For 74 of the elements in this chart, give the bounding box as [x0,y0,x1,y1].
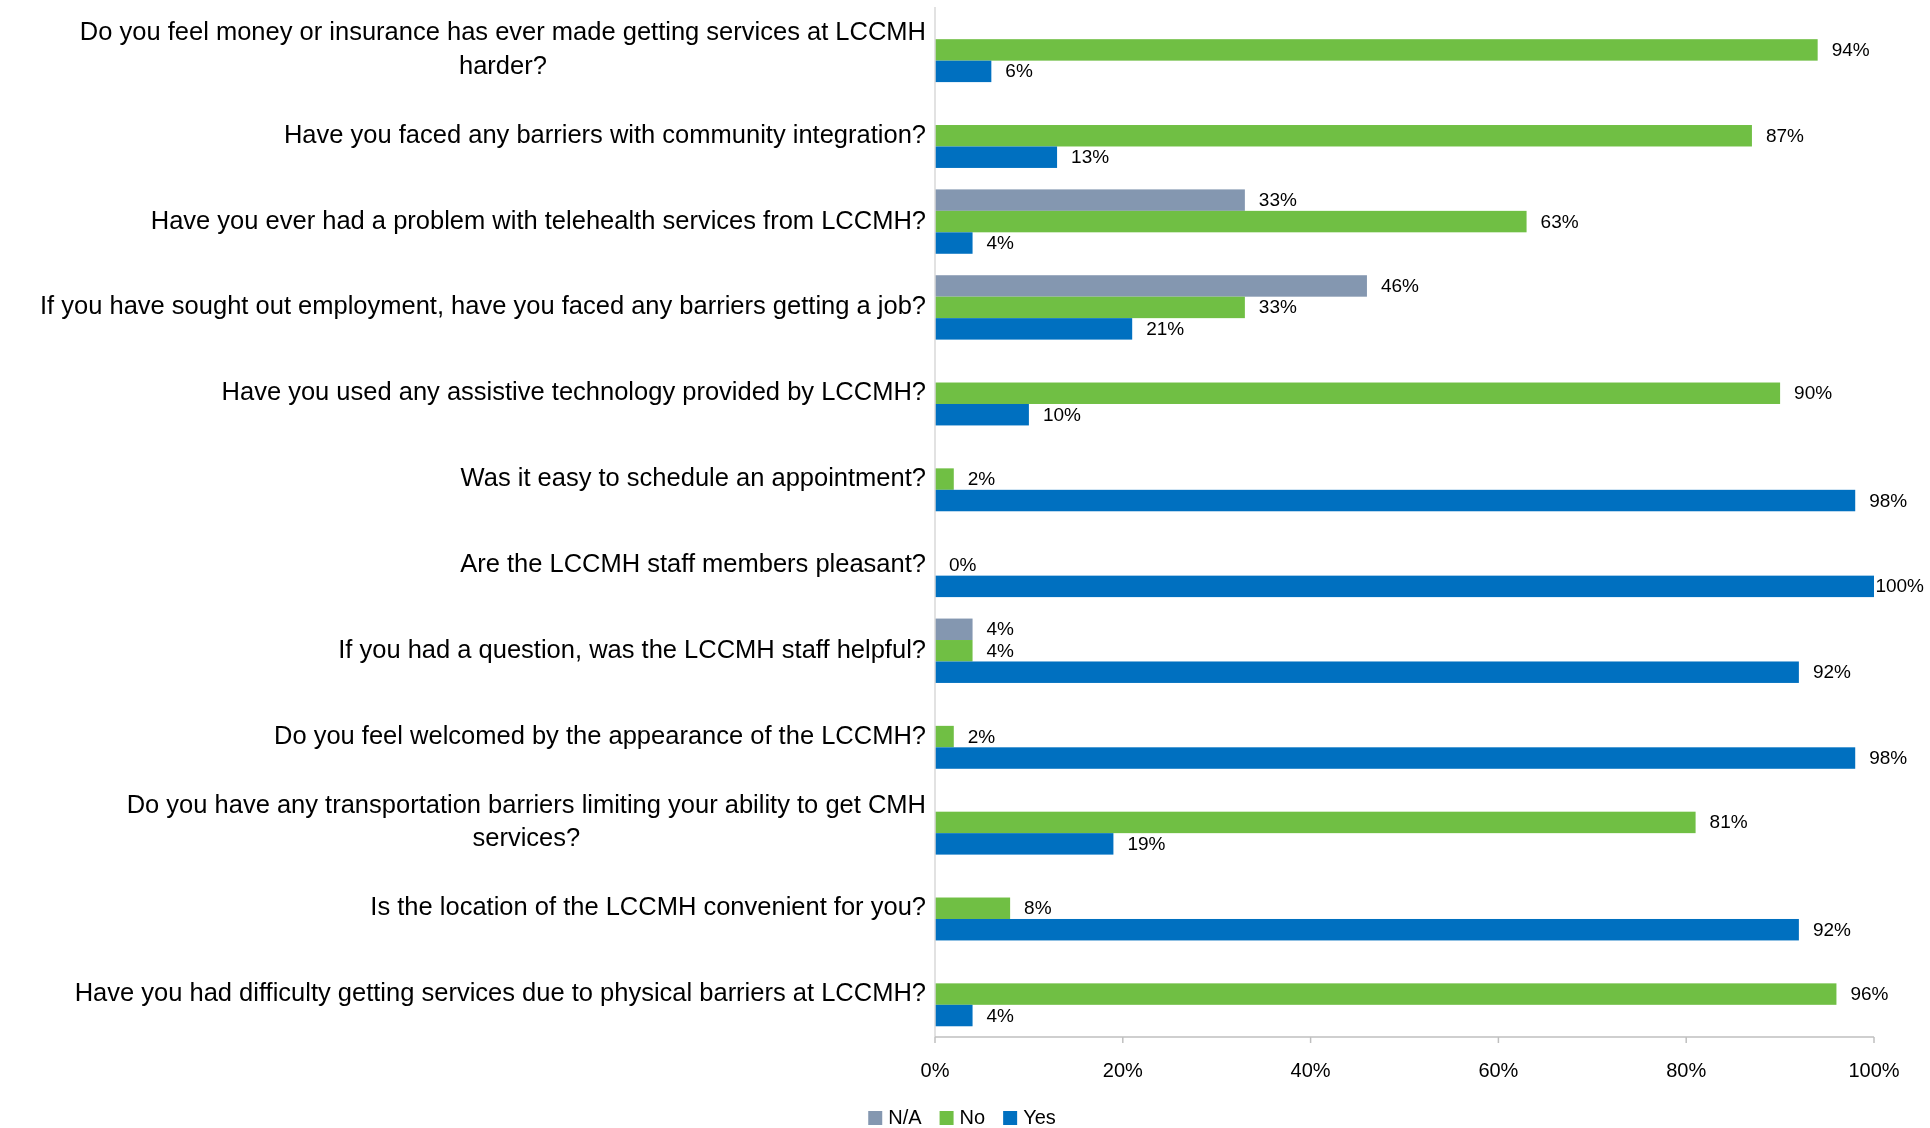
x-tick-label: 80% [1666,1059,1707,1082]
data-label: 94% [1831,38,1870,60]
data-label: 4% [986,232,1015,254]
bar [935,125,1752,147]
bar [935,811,1696,834]
bar [935,575,1874,598]
bar [935,983,1837,1005]
data-label: 46% [1380,274,1420,296]
bar [935,189,1245,211]
bar [935,918,1799,941]
y-tick-label: Do you feel welcomed by the appearance of the LCCMH? [273,720,926,749]
y-tick-label: Have you had difficulty getting services due to physical barriers at LCCMH? [74,977,926,1006]
bar [935,60,992,83]
bar [935,640,973,662]
bar [935,296,1245,319]
y-tick-label: If you had a question, was the LCCMH staff helpful? [338,634,926,663]
bar [935,468,954,490]
bar [935,210,1527,233]
data-label: 98% [1869,489,1908,511]
bar [935,747,1856,769]
data-label: 92% [1812,918,1852,940]
bar [935,618,973,641]
data-label: 33% [1258,189,1297,211]
y-tick-label: Is the location of the LCCMH convenient for you? [370,891,926,920]
data-label: 10% [1042,403,1082,425]
legend-label: Yes [1023,1106,1056,1128]
bar [935,489,1856,512]
data-label: 8% [1024,897,1052,919]
data-label: 63% [1540,210,1579,232]
bar [935,833,1114,855]
x-tick-label: 40% [1290,1059,1331,1082]
data-label: 92% [1812,661,1852,683]
bar [935,661,1799,683]
x-tick-label: 60% [1478,1059,1519,1082]
data-label: 19% [1127,832,1166,854]
bar [935,897,1011,919]
data-label: 21% [1146,317,1185,339]
y-tick-label: Have you used any assistive technology provided by LCCMH? [221,376,926,405]
bar [935,232,973,254]
legend-label: N/A [888,1106,923,1128]
y-tick-label: If you have sought out employment, have you faced any barriers getting a job? [40,291,926,320]
data-label: 4% [986,618,1015,640]
y-tick-label: Are the LCCMH staff members pleasant? [460,548,926,577]
data-label: 100% [1875,575,1925,597]
bar [935,403,1029,426]
bar [935,318,1133,340]
data-label: 96% [1850,983,1889,1005]
bar [935,1004,973,1027]
x-tick-label: 0% [920,1059,950,1082]
data-label: 13% [1071,146,1110,168]
bar [935,382,1781,404]
y-tick-label: Do you have any transportation barriers limiting your ability to get CMH services? [126,789,926,851]
data-label: 81% [1709,811,1748,833]
data-label: 2% [967,725,996,747]
data-label: 98% [1869,747,1908,769]
y-tick-label: Was it easy to schedule an appointment? [460,462,926,491]
data-label: 4% [986,639,1015,661]
x-tick-label: 20% [1102,1059,1144,1082]
data-label: 87% [1765,124,1805,146]
legend-label: No [959,1106,986,1128]
y-tick-label: Have you ever had a problem with telehealth services from LCCMH? [150,205,926,234]
data-label: 0% [949,553,977,575]
data-label: 33% [1258,296,1297,318]
y-tick-label: Do you feel money or insurance has ever made getting services at LCCMH harder? [79,16,927,79]
data-label: 4% [986,1004,1015,1026]
bar [935,725,954,748]
bar [935,146,1058,168]
data-label: 90% [1794,382,1833,404]
bar [935,275,1367,297]
x-tick-label: 100% [1848,1059,1900,1082]
data-label: 6% [1005,60,1033,82]
y-tick-label: Have you faced any barriers with community integration? [283,119,926,148]
data-label: 2% [967,468,996,490]
bar [935,39,1818,61]
